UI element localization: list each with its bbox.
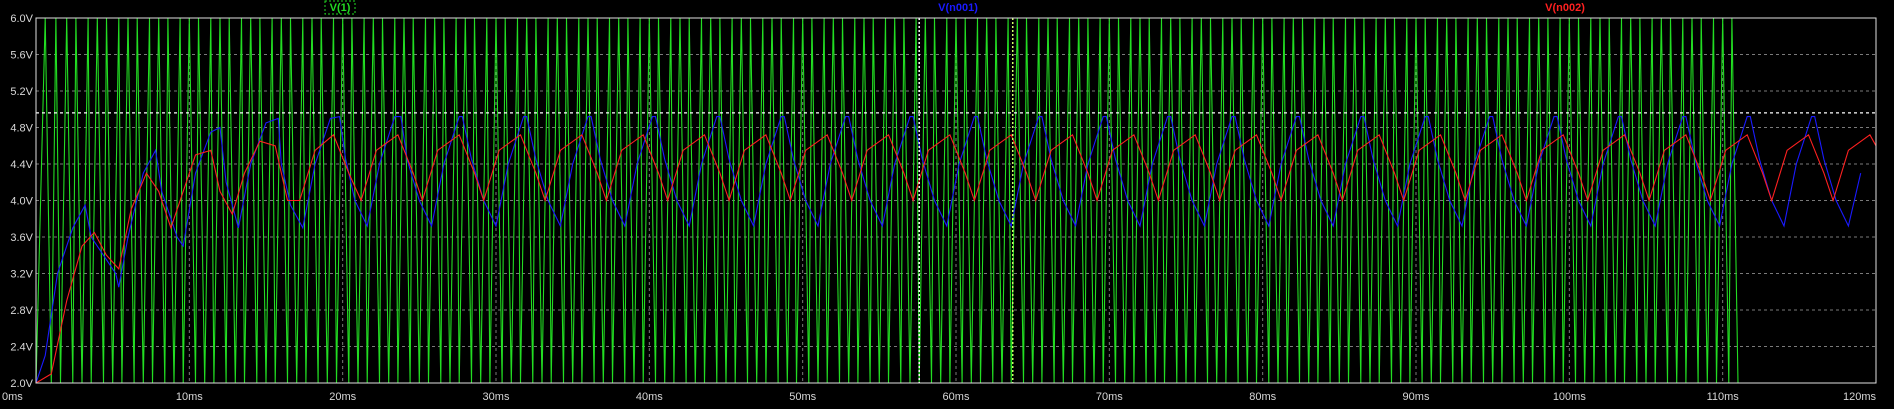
trace-vn001 [35, 115, 1862, 384]
x-tick-label: 100ms [1553, 391, 1587, 403]
markers [36, 18, 1876, 383]
y-axis-ticks: 2.0V 2.4V 2.8V 3.2V 3.6V 4.0V 4.4V 4.8V 5.2V 5.6V… [10, 13, 33, 390]
x-tick-label: 120ms [1843, 391, 1877, 403]
y-tick-label: 3.6V [10, 232, 33, 244]
x-tick-label: 0ms [2, 391, 23, 403]
legend-selection-box [324, 0, 356, 15]
x-tick-label: 70ms [1096, 391, 1123, 403]
y-tick-label: 5.2V [10, 86, 33, 98]
x-tick-label: 30ms [483, 391, 510, 403]
x-tick-label: 110ms [1707, 391, 1740, 403]
y-tick-label: 5.6V [10, 50, 33, 62]
y-tick-label: 2.0V [10, 378, 33, 390]
x-tick-label: 50ms [789, 391, 816, 403]
x-tick-label: 80ms [1249, 391, 1276, 403]
trace-vn002 [35, 133, 1877, 384]
x-tick-label: 90ms [1403, 391, 1430, 403]
y-tick-label: 2.8V [10, 305, 33, 317]
y-tick-label: 2.4V [10, 342, 33, 354]
y-tick-label: 3.2V [10, 269, 33, 281]
y-tick-label: 4.8V [10, 123, 33, 135]
legend-label[interactable]: V(n002) [1545, 2, 1585, 14]
x-tick-label: 20ms [329, 391, 356, 403]
x-tick-label: 40ms [636, 391, 663, 403]
y-tick-label: 6.0V [10, 13, 33, 25]
x-tick-label: 10ms [176, 391, 203, 403]
legend-label[interactable]: V(1) [330, 2, 351, 14]
y-tick-label: 4.4V [10, 159, 33, 171]
plot-frame [35, 17, 1877, 384]
x-axis-ticks: 0ms 10ms 20ms 30ms 40ms 50ms 60ms 70ms 80ms 90ms 1… [2, 391, 1876, 403]
legend-label[interactable]: V(n001) [938, 2, 978, 14]
x-tick-label: 60ms [943, 391, 970, 403]
legend[interactable]: V(1) V(n001) V(n002) [324, 0, 1585, 15]
y-tick-label: 4.0V [10, 196, 33, 208]
